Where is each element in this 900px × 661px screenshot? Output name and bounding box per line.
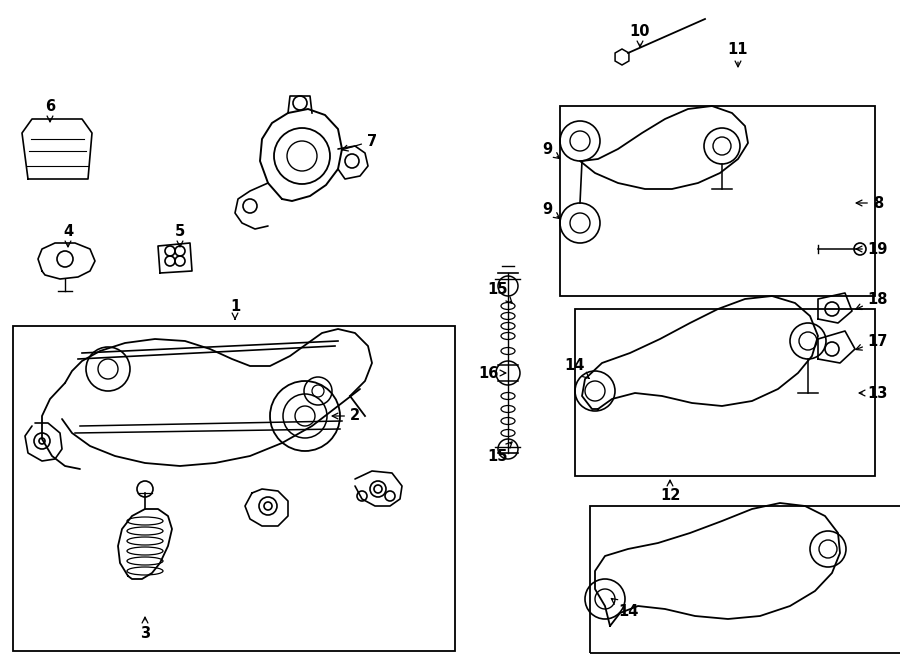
Text: 4: 4 <box>63 223 73 247</box>
Text: 17: 17 <box>856 334 888 350</box>
Text: 14: 14 <box>611 598 638 619</box>
Text: 7: 7 <box>342 134 377 151</box>
Text: 15: 15 <box>488 282 512 303</box>
Text: 13: 13 <box>860 385 888 401</box>
Text: 8: 8 <box>856 196 883 210</box>
Text: 9: 9 <box>542 141 560 159</box>
Text: 11: 11 <box>728 42 748 67</box>
Text: 16: 16 <box>478 366 506 381</box>
Text: 5: 5 <box>175 223 185 247</box>
Text: 9: 9 <box>542 202 560 219</box>
Text: 15: 15 <box>488 442 512 463</box>
Text: 12: 12 <box>660 480 680 504</box>
Text: 3: 3 <box>140 617 150 641</box>
Text: 14: 14 <box>565 358 590 378</box>
Text: 2: 2 <box>332 408 360 424</box>
Text: 1: 1 <box>230 299 240 319</box>
Text: 6: 6 <box>45 98 55 122</box>
Text: 18: 18 <box>856 292 888 309</box>
Text: 19: 19 <box>856 241 888 256</box>
Text: 10: 10 <box>630 24 650 47</box>
